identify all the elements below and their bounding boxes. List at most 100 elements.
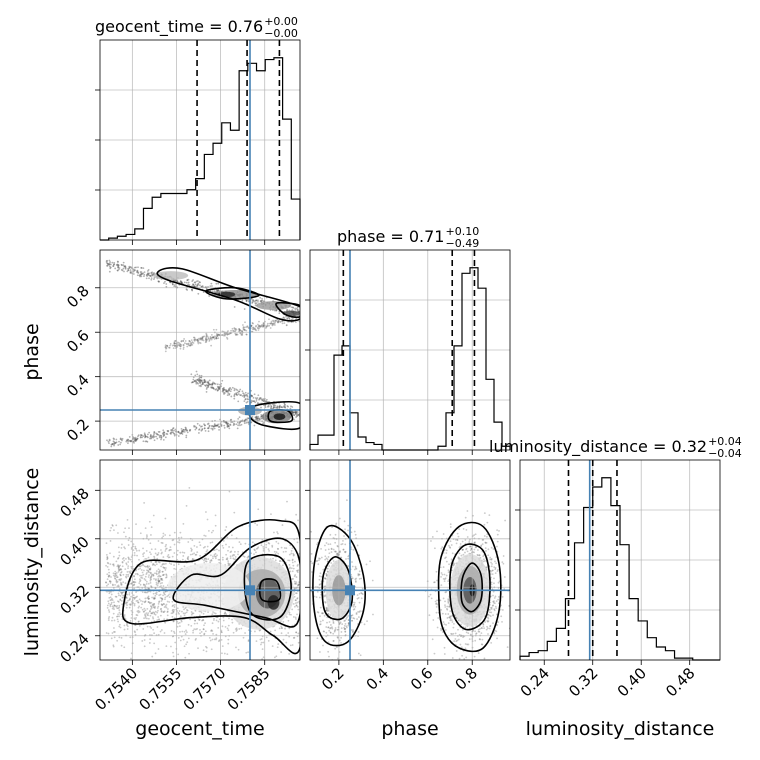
scatter-point: [162, 602, 165, 605]
scatter-point: [171, 344, 174, 347]
scatter-point: [157, 568, 160, 571]
scatter-point: [125, 596, 128, 599]
scatter-point: [269, 327, 272, 329]
scatter-point: [218, 561, 221, 564]
scatter-point: [126, 623, 128, 625]
scatter-point: [137, 601, 140, 604]
scatter-point: [454, 538, 457, 541]
scatter-point: [492, 614, 494, 617]
scatter-point: [284, 403, 286, 406]
scatter-point: [110, 445, 113, 448]
scatter-point: [284, 406, 287, 409]
scatter-point: [213, 423, 216, 425]
scatter-point: [225, 543, 227, 546]
scatter-point: [455, 650, 458, 652]
scatter-point: [290, 552, 293, 555]
scatter-point: [229, 423, 231, 426]
scatter-point: [130, 540, 133, 543]
scatter-point: [225, 333, 228, 335]
scatter-point: [268, 542, 271, 545]
scatter-point: [154, 613, 157, 616]
scatter-point: [360, 621, 363, 624]
scatter-point: [160, 541, 163, 544]
scatter-point: [149, 608, 152, 611]
scatter-point: [212, 387, 215, 389]
scatter-point: [122, 261, 125, 264]
scatter-point: [210, 425, 213, 427]
scatter-point: [196, 546, 198, 548]
scatter-point: [269, 630, 272, 633]
scatter-point: [354, 580, 357, 582]
scatter-point: [195, 382, 198, 385]
scatter-point: [233, 327, 236, 329]
scatter-point: [120, 263, 123, 266]
scatter-point: [173, 531, 176, 534]
scatter-point: [354, 578, 357, 581]
scatter-point: [144, 435, 147, 438]
scatter-point: [189, 340, 192, 343]
scatter-point: [190, 550, 193, 552]
scatter-point: [186, 429, 189, 432]
scatter-point: [291, 561, 294, 564]
scatter-point: [177, 541, 179, 543]
scatter-point: [127, 599, 129, 602]
scatter-point: [132, 581, 135, 583]
scatter-point: [163, 282, 165, 285]
scatter-point: [290, 549, 293, 552]
scatter-point: [172, 604, 175, 607]
scatter-point: [165, 603, 168, 606]
scatter-point: [148, 571, 151, 574]
scatter-point: [255, 329, 258, 332]
scatter-point: [159, 608, 162, 611]
scatter-point: [295, 618, 297, 620]
scatter-point: [185, 643, 188, 646]
scatter-point: [115, 438, 118, 441]
scatter-point: [110, 591, 112, 593]
scatter-point: [177, 431, 180, 434]
scatter-point: [106, 556, 109, 558]
scatter-point: [152, 604, 155, 607]
scatter-point: [118, 604, 121, 607]
scatter-point: [198, 432, 200, 434]
scatter-point: [494, 560, 496, 563]
scatter-point: [271, 545, 274, 548]
scatter-point: [278, 312, 281, 315]
scatter-point: [271, 672, 273, 674]
scatter-point: [457, 556, 460, 559]
scatter-point: [226, 394, 229, 396]
scatter-point: [236, 427, 239, 430]
scatter-point: [216, 424, 219, 427]
scatter-point: [336, 545, 339, 547]
scatter-point: [253, 424, 256, 427]
scatter-point: [195, 380, 197, 383]
scatter-point: [164, 567, 167, 569]
scatter-point: [178, 344, 181, 347]
scatter-point: [145, 580, 148, 583]
scatter-point: [354, 568, 356, 571]
scatter-point: [295, 581, 298, 584]
scatter-point: [206, 423, 209, 425]
scatter-point: [198, 618, 201, 621]
scatter-point: [141, 571, 144, 574]
scatter-point: [241, 334, 244, 336]
scatter-point: [232, 330, 235, 333]
scatter-point: [245, 401, 248, 404]
scatter-point: [109, 529, 112, 532]
scatter-point: [225, 390, 228, 393]
scatter-point: [194, 338, 197, 341]
scatter-point: [274, 629, 277, 632]
scatter-point: [227, 563, 230, 566]
scatter-point: [447, 600, 450, 603]
scatter-point: [252, 298, 254, 301]
scatter-point: [276, 405, 279, 408]
scatter-point: [136, 572, 139, 575]
scatter-point: [171, 539, 174, 542]
scatter-point: [185, 288, 188, 291]
scatter-point: [116, 604, 119, 607]
scatter-point: [146, 275, 149, 277]
scatter-point: [132, 268, 135, 271]
scatter-point: [258, 629, 261, 632]
scatter-point: [160, 577, 163, 580]
scatter-point: [433, 652, 436, 655]
scatter-point: [215, 637, 218, 640]
